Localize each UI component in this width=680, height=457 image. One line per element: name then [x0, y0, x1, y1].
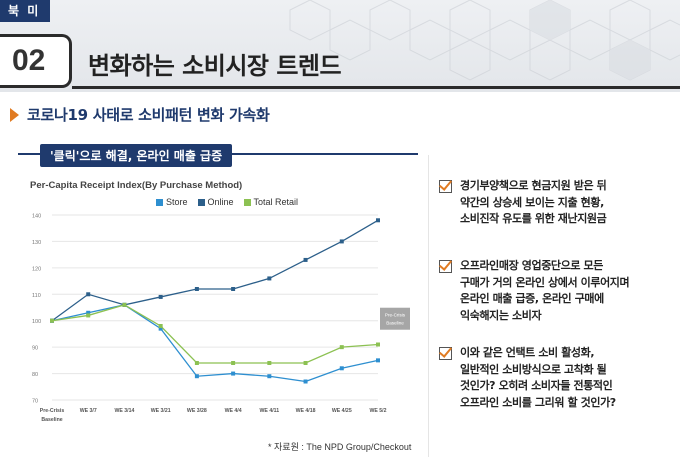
- baseline-annotation-label: Baseline: [386, 321, 404, 326]
- data-point: [267, 361, 272, 365]
- checkbox-checked-icon: [439, 180, 452, 193]
- bullet-line: 익숙해지는 소비자: [460, 308, 542, 322]
- data-point: [122, 302, 127, 307]
- bullet-line: 약간의 상승세 보이는 지출 현황,: [460, 195, 604, 209]
- y-tick-label: 110: [32, 293, 41, 299]
- data-point: [303, 361, 308, 365]
- data-point: [339, 366, 344, 371]
- data-point: [231, 371, 236, 376]
- panel-tag: '클릭'으로 해결, 온라인 매출 급증: [40, 144, 233, 167]
- x-tick-label: WE 3/7: [80, 408, 97, 414]
- series-line-online: [51, 219, 379, 322]
- title-underline: [72, 86, 680, 89]
- bullet-item: 경기부양책으로 현금지원 받은 뒤 약간의 상승세 보이는 지출 현황, 소비진…: [439, 178, 607, 228]
- baseline-annotation-label: Pre-Crisis: [385, 313, 406, 318]
- bullet-text: 이와 같은 언택트 소비 활성화, 일반적인 소비방식으로 고착화 될 것인가?…: [460, 345, 616, 411]
- section-number: 02: [0, 34, 72, 88]
- y-tick-label: 90: [32, 346, 38, 352]
- data-point: [86, 292, 91, 297]
- source-note: * 자료원 : The NPD Group/Checkout: [268, 442, 412, 452]
- bullet-line: 오프라인 소비를 그리워 할 것인가?: [460, 395, 616, 409]
- subtitle-row: 코로나19 사태로 소비패턴 변화 가속화: [10, 104, 270, 125]
- y-tick-label: 130: [32, 240, 41, 246]
- x-tick-label: WE 3/28: [187, 408, 207, 414]
- header-band: 북 미 02 변화하는 소비시장 트렌드: [0, 0, 680, 92]
- data-point: [158, 324, 163, 328]
- data-point: [267, 276, 272, 281]
- data-point: [376, 342, 380, 347]
- x-tick-label: WE 4/18: [296, 408, 316, 414]
- checkbox-checked-icon: [439, 347, 452, 360]
- chart-legend: Store Online Total Retail: [156, 197, 298, 207]
- legend-item-store: Store: [156, 197, 188, 207]
- legend-label-online: Online: [207, 197, 234, 207]
- x-tick-label: WE 3/21: [151, 408, 171, 414]
- data-point: [267, 374, 272, 379]
- data-point: [158, 294, 163, 299]
- data-point: [339, 239, 344, 244]
- bullet-line: 일반적인 소비방식으로 고착화 될: [460, 362, 607, 376]
- data-point: [376, 358, 380, 363]
- x-tick-label: WE 4/25: [332, 408, 352, 414]
- bullet-line: 이와 같은 언택트 소비 활성화,: [460, 346, 595, 359]
- legend-label-store: Store: [166, 197, 188, 207]
- bullet-line: 소비진작 유도를 위한 재난지원금: [460, 212, 607, 225]
- legend-item-online: Online: [197, 197, 234, 207]
- data-point: [86, 313, 91, 318]
- data-point: [50, 318, 54, 323]
- chart-panel: '클릭'으로 해결, 온라인 매출 급증: [18, 144, 418, 453]
- x-tick-label: Pre-Crisis: [40, 408, 65, 414]
- bullet-line: 경기부양책으로 현금지원 받은 뒤: [460, 179, 607, 192]
- y-tick-label: 100: [32, 319, 41, 325]
- x-tick-label: WE 4/4: [225, 408, 242, 414]
- bullet-text: 오프라인매장 영업중단으로 모든 구매가 거의 온라인 상에서 이루어지며 온라…: [460, 258, 630, 324]
- bullet-line: 온라인 매출 급증, 온라인 구매에: [460, 292, 604, 305]
- bullet-text: 경기부양책으로 현금지원 받은 뒤 약간의 상승세 보이는 지출 현황, 소비진…: [460, 178, 607, 228]
- legend-swatch-online: [197, 198, 205, 206]
- data-point: [194, 287, 199, 291]
- bullet-line: 것인가? 오히려 소비자들 전통적인: [460, 379, 613, 392]
- series-line-total-retail: [51, 304, 379, 364]
- x-tick-label: Baseline: [41, 417, 62, 423]
- x-tick-label: WE 4/11: [260, 408, 280, 414]
- chevron-right-icon: [10, 107, 19, 122]
- data-point: [339, 345, 344, 350]
- page-title: 변화하는 소비시장 트렌드: [88, 52, 342, 80]
- region-tab: 북 미: [0, 0, 50, 22]
- y-tick-label: 120: [32, 266, 41, 272]
- x-tick-label: WE 3/14: [114, 408, 134, 414]
- legend-swatch-total-retail: [243, 198, 251, 206]
- hexagon-pattern-decoration: [289, 0, 680, 81]
- bullet-item: 오프라인매장 영업중단으로 모든 구매가 거의 온라인 상에서 이루어지며 온라…: [439, 258, 630, 324]
- checkbox-checked-icon: [439, 260, 452, 273]
- series-line-store: [51, 304, 379, 383]
- data-point: [194, 361, 199, 365]
- y-tick-label: 140: [32, 214, 41, 220]
- baseline-annotation-box: [380, 307, 410, 330]
- bullet-item: 이와 같은 언택트 소비 활성화, 일반적인 소비방식으로 고착화 될 것인가?…: [439, 345, 616, 411]
- data-point: [376, 218, 380, 223]
- bullet-line: 구매가 거의 온라인 상에서 이루어지며: [460, 275, 630, 289]
- data-point: [303, 257, 308, 262]
- bullet-panel: 경기부양책으로 현금지원 받은 뒤 약간의 상승세 보이는 지출 현황, 소비진…: [428, 155, 680, 457]
- data-point: [194, 374, 199, 379]
- data-point: [303, 379, 308, 384]
- data-point: [86, 310, 91, 315]
- legend-item-total-retail: Total Retail: [243, 197, 299, 207]
- legend-label-total-retail: Total Retail: [253, 197, 299, 207]
- data-point: [231, 287, 236, 291]
- legend-swatch-store: [156, 198, 163, 206]
- subtitle: 코로나19 사태로 소비패턴 변화 가속화: [27, 106, 270, 124]
- bullet-line: 오프라인매장 영업중단으로 모든: [460, 259, 603, 272]
- data-point: [158, 326, 163, 331]
- chart-title: Per-Capita Receipt Index(By Purchase Met…: [30, 180, 243, 191]
- data-point: [231, 361, 236, 365]
- y-tick-label: 70: [32, 399, 38, 405]
- x-tick-label: WE 5/2: [369, 408, 386, 414]
- y-tick-label: 80: [32, 372, 38, 378]
- line-chart: 70 80 90 100 110 120 130 140 Pre-Crisis Baseline W…: [32, 214, 410, 423]
